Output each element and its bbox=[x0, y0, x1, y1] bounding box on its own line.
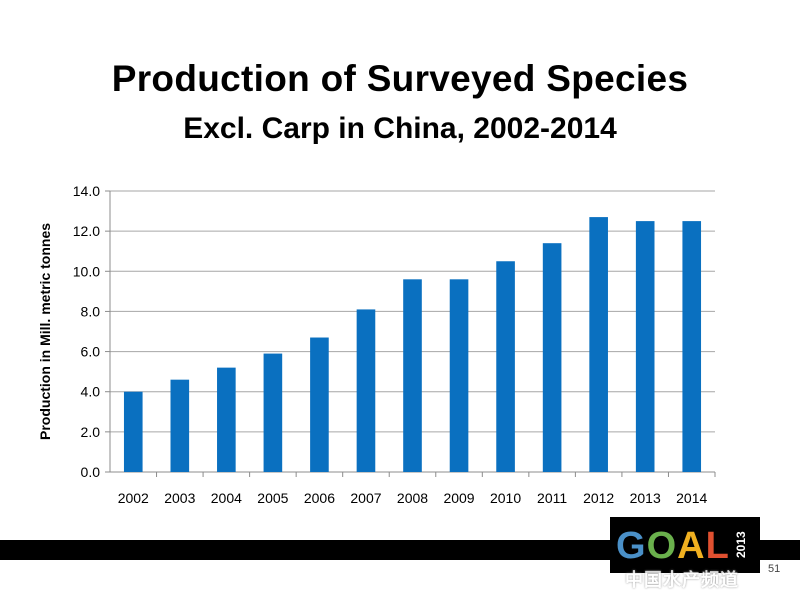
bar-2004 bbox=[217, 367, 236, 472]
x-tick-label: 2009 bbox=[443, 490, 474, 506]
goal-logo-text: GOAL bbox=[616, 525, 730, 567]
y-axis-title: Production in Mill. metric tonnes bbox=[37, 223, 53, 440]
x-tick-label: 2013 bbox=[630, 490, 661, 506]
bar-2009 bbox=[449, 279, 469, 472]
x-tick-label: 2008 bbox=[397, 490, 428, 506]
page-number: 51 bbox=[768, 563, 781, 575]
y-tick-label: 0.0 bbox=[81, 464, 101, 480]
bar-2008 bbox=[403, 279, 422, 472]
x-tick-label: 2011 bbox=[537, 490, 567, 506]
x-tick-label: 2007 bbox=[350, 490, 381, 506]
x-tick-label: 2010 bbox=[490, 490, 521, 506]
bar-2002 bbox=[123, 391, 143, 472]
x-tick-label: 2003 bbox=[164, 490, 195, 506]
x-tick-label: 2014 bbox=[676, 490, 707, 506]
x-tick-label: 2012 bbox=[583, 490, 614, 506]
y-tick-label: 14.0 bbox=[73, 183, 100, 199]
bar-2010 bbox=[496, 261, 515, 472]
bar-2014 bbox=[682, 221, 702, 472]
y-tick-label: 12.0 bbox=[73, 223, 100, 239]
y-tick-label: 4.0 bbox=[81, 384, 101, 400]
goal-logo: GOAL 2013 bbox=[610, 517, 760, 573]
bar-2005 bbox=[263, 353, 283, 472]
bar-2011 bbox=[542, 243, 562, 472]
bar-2012 bbox=[589, 217, 608, 472]
x-tick-label: 2004 bbox=[211, 490, 242, 506]
x-tick-label: 2005 bbox=[257, 490, 288, 506]
footer-bar bbox=[0, 540, 800, 560]
y-tick-label: 2.0 bbox=[81, 424, 101, 440]
x-tick-label: 2002 bbox=[118, 490, 149, 506]
bar-2013 bbox=[635, 221, 655, 472]
slide-title: Production of Surveyed Species bbox=[111, 58, 689, 99]
goal-logo-year: 2013 bbox=[734, 531, 748, 559]
watermark: 中国水产频道 bbox=[625, 570, 739, 591]
x-tick-label: 2006 bbox=[304, 490, 335, 506]
bar-2006 bbox=[310, 337, 329, 472]
y-tick-label: 8.0 bbox=[81, 303, 101, 319]
slide-subtitle: Excl. Carp in China, 2002-2014 bbox=[183, 112, 617, 145]
y-tick-label: 10.0 bbox=[73, 263, 100, 279]
bar-2003 bbox=[170, 379, 190, 472]
y-tick-label: 6.0 bbox=[81, 344, 101, 360]
bar-2007 bbox=[356, 309, 376, 472]
